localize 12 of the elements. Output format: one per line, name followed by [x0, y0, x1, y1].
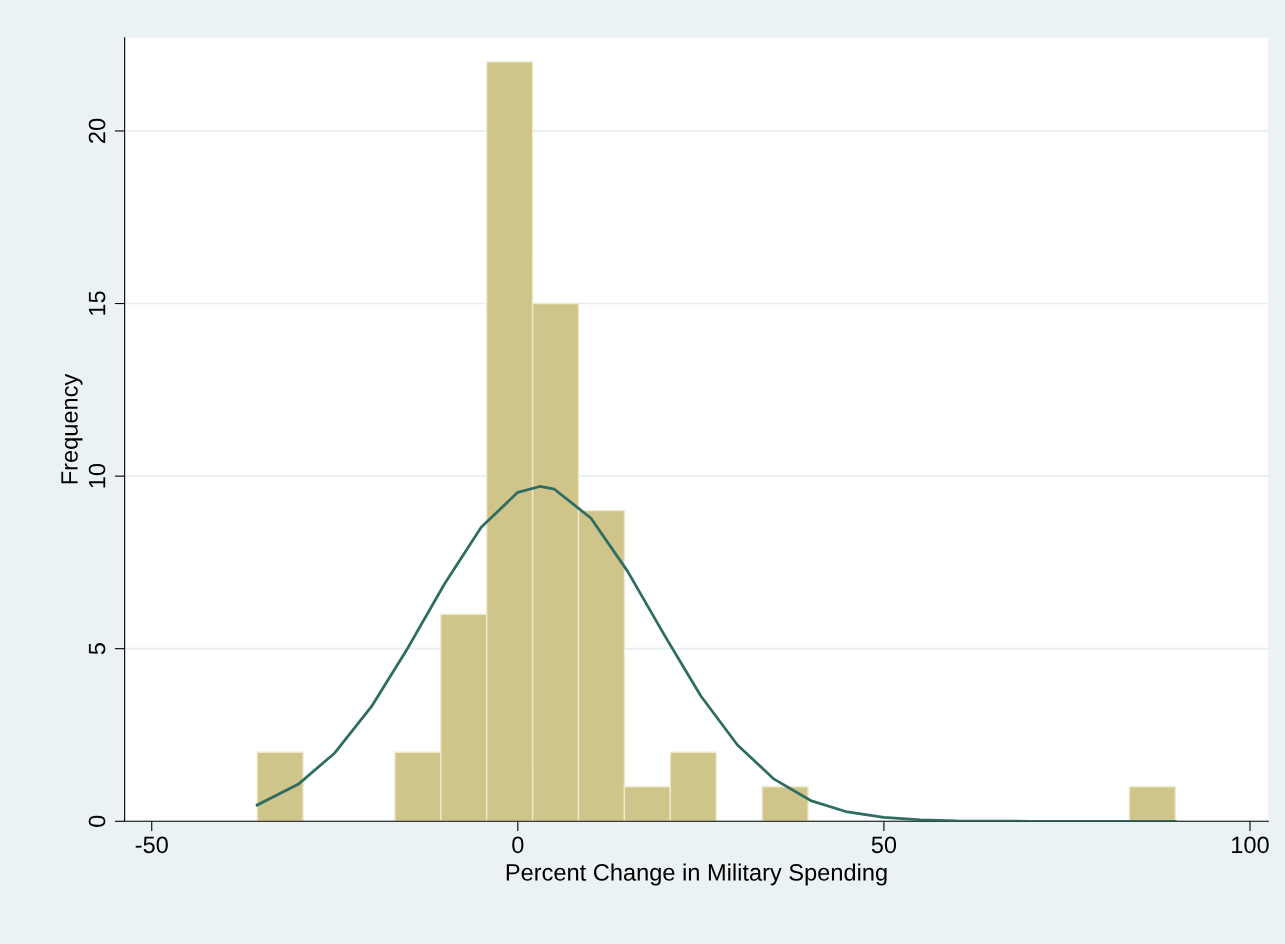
y-tick-label: 20: [88, 118, 106, 143]
y-tick-label: 10: [88, 463, 106, 488]
y-tick-label: 5: [88, 643, 106, 655]
y-axis-title: Frequency: [61, 373, 83, 484]
y-tick-label: 0: [88, 815, 106, 827]
x-tick-label: -50: [135, 836, 168, 854]
x-axis-title: Percent Change in Military Spending: [506, 863, 887, 886]
x-tick-label: 0: [512, 836, 524, 854]
y-tick-label: 15: [88, 291, 106, 315]
line-series: [255, 485, 1177, 822]
x-tick-label: 100: [1232, 836, 1269, 854]
x-tick-label: 50: [871, 836, 897, 854]
